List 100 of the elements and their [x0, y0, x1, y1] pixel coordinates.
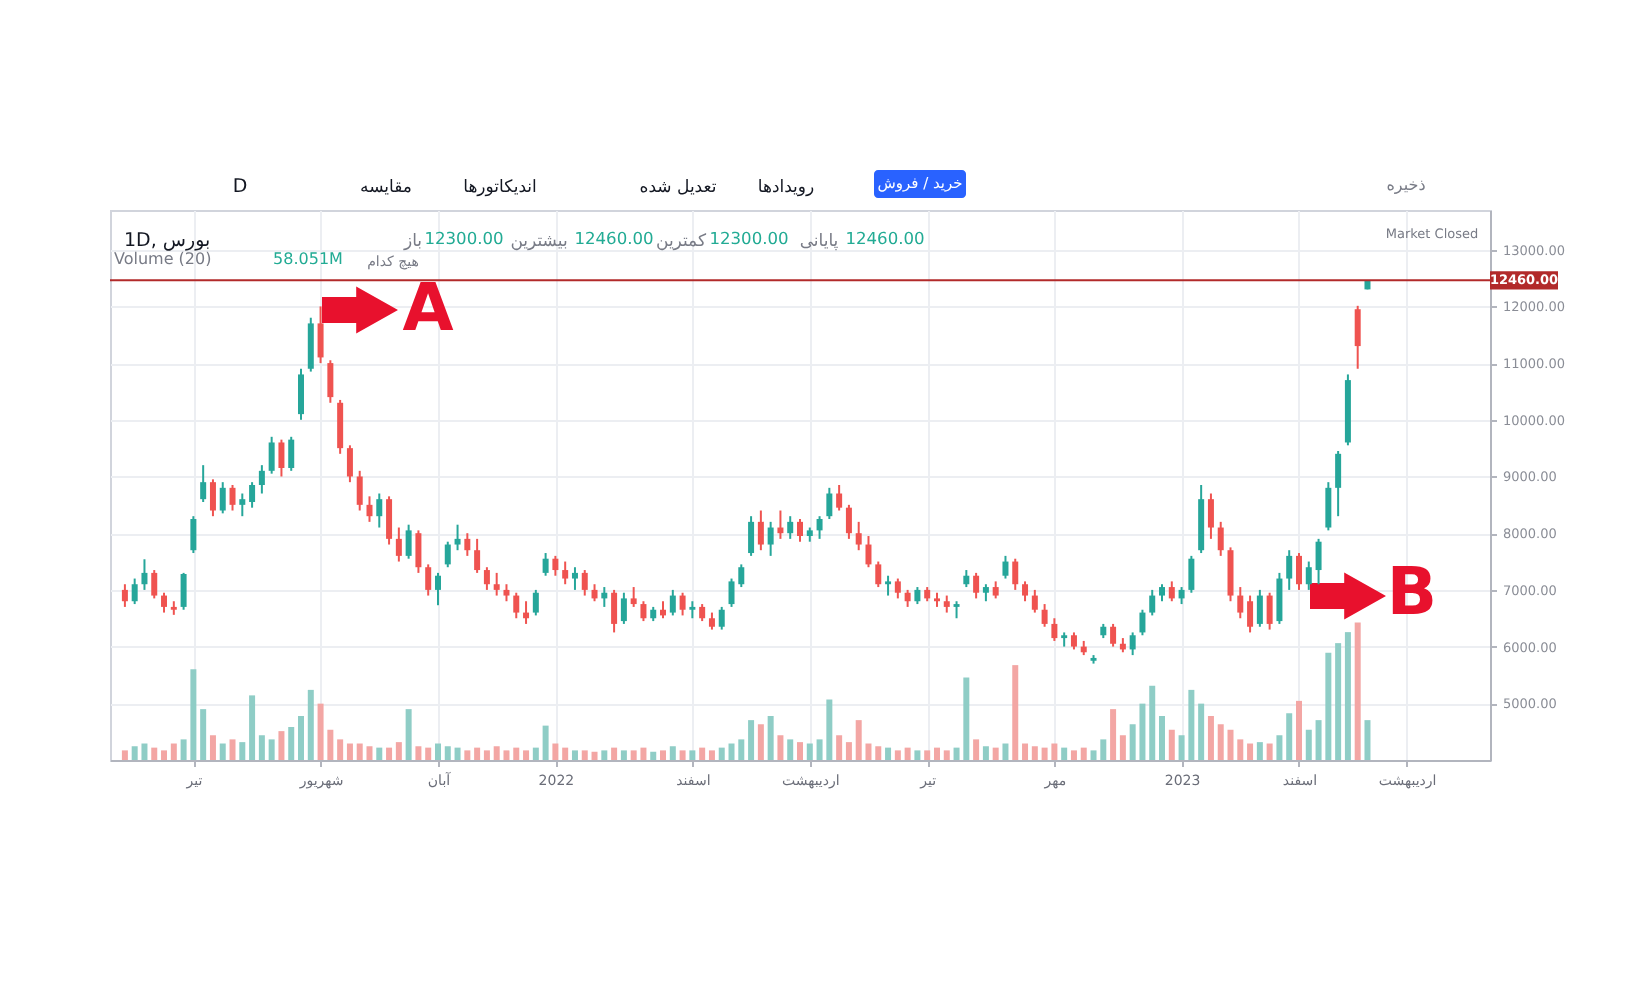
bar [973, 739, 980, 760]
candlestick [669, 588, 676, 617]
bar [513, 747, 520, 760]
bar [258, 735, 265, 760]
candlestick [317, 305, 324, 365]
bar [483, 750, 490, 760]
candlestick [444, 540, 451, 569]
candlestick [1002, 554, 1009, 580]
candlestick [307, 316, 314, 373]
bar [395, 742, 402, 760]
candlestick [562, 560, 569, 586]
candlestick [581, 569, 588, 597]
candlestick [571, 566, 578, 591]
candlestick [1051, 617, 1058, 642]
bar [1335, 643, 1342, 760]
bar [845, 742, 852, 760]
bar [219, 743, 226, 760]
candlestick [542, 552, 549, 577]
candlestick [1110, 622, 1117, 648]
text: 1D, بورس [124, 230, 211, 252]
candlestick [229, 484, 236, 512]
bar [268, 739, 275, 760]
candlestick [1217, 520, 1224, 557]
bar [894, 750, 901, 760]
candlestick [180, 571, 187, 611]
bar [337, 739, 344, 760]
bar [718, 747, 725, 760]
candlestick [894, 577, 901, 600]
bar [669, 746, 676, 760]
candlestick [1276, 571, 1283, 625]
candlestick [797, 518, 803, 543]
candlestick [258, 464, 265, 495]
bar [689, 750, 696, 760]
bar [346, 743, 353, 760]
candlestick [434, 571, 441, 607]
candlestick [131, 577, 138, 606]
bar [767, 716, 774, 760]
bar [601, 750, 608, 760]
candlestick [640, 600, 647, 623]
candlestick [1354, 304, 1361, 370]
candlestick [141, 558, 148, 591]
candlestick [425, 563, 432, 597]
bar [1080, 747, 1087, 760]
candlestick [845, 503, 852, 540]
candlestick [239, 492, 246, 518]
candlestick [826, 486, 833, 521]
bar [121, 750, 128, 760]
candlestick [630, 586, 637, 608]
bar [571, 750, 578, 760]
bar [757, 724, 764, 760]
bar [209, 735, 216, 760]
text: D [232, 176, 248, 198]
candlestick [1305, 560, 1312, 591]
candlestick [1295, 552, 1302, 591]
candlestick [386, 495, 393, 546]
candlestick [620, 591, 627, 625]
candlestick [1325, 481, 1332, 532]
annotation: کمترین [655, 232, 708, 252]
candlestick [415, 529, 422, 574]
candlestick [356, 469, 363, 512]
candlestick [748, 515, 755, 557]
candlestick [611, 588, 618, 634]
bar [1207, 716, 1214, 760]
bar [307, 689, 314, 760]
candlestick [1149, 588, 1156, 617]
bar [699, 747, 706, 760]
bar [249, 695, 256, 760]
candlestick [1031, 588, 1038, 614]
bar [1305, 729, 1312, 760]
bar [660, 750, 667, 760]
bar [620, 750, 627, 760]
candlestick [787, 515, 794, 540]
bar [151, 747, 158, 760]
bar [229, 739, 236, 760]
bar [777, 735, 784, 760]
bar [552, 743, 559, 760]
bar [405, 709, 412, 760]
bar [474, 747, 481, 760]
bar [1159, 716, 1166, 760]
bar [1198, 703, 1205, 760]
bar [1119, 735, 1126, 760]
bar [170, 743, 177, 760]
candlestick [337, 398, 344, 455]
bar [1061, 747, 1068, 760]
bar [1344, 632, 1351, 760]
bar [1002, 743, 1009, 760]
candlestick [268, 435, 275, 475]
candlestick [161, 591, 168, 614]
bar [1256, 742, 1263, 760]
bar [1276, 735, 1283, 760]
candlestick [1168, 580, 1175, 603]
annotation: بیشترین [510, 232, 568, 252]
candlestick [200, 464, 207, 504]
candlestick [552, 554, 559, 577]
candlestick [1266, 591, 1273, 631]
bar [434, 743, 441, 760]
text: ذخیره [1386, 176, 1427, 194]
bar [376, 747, 383, 760]
candlestick [327, 359, 334, 404]
candlestick [395, 526, 402, 563]
